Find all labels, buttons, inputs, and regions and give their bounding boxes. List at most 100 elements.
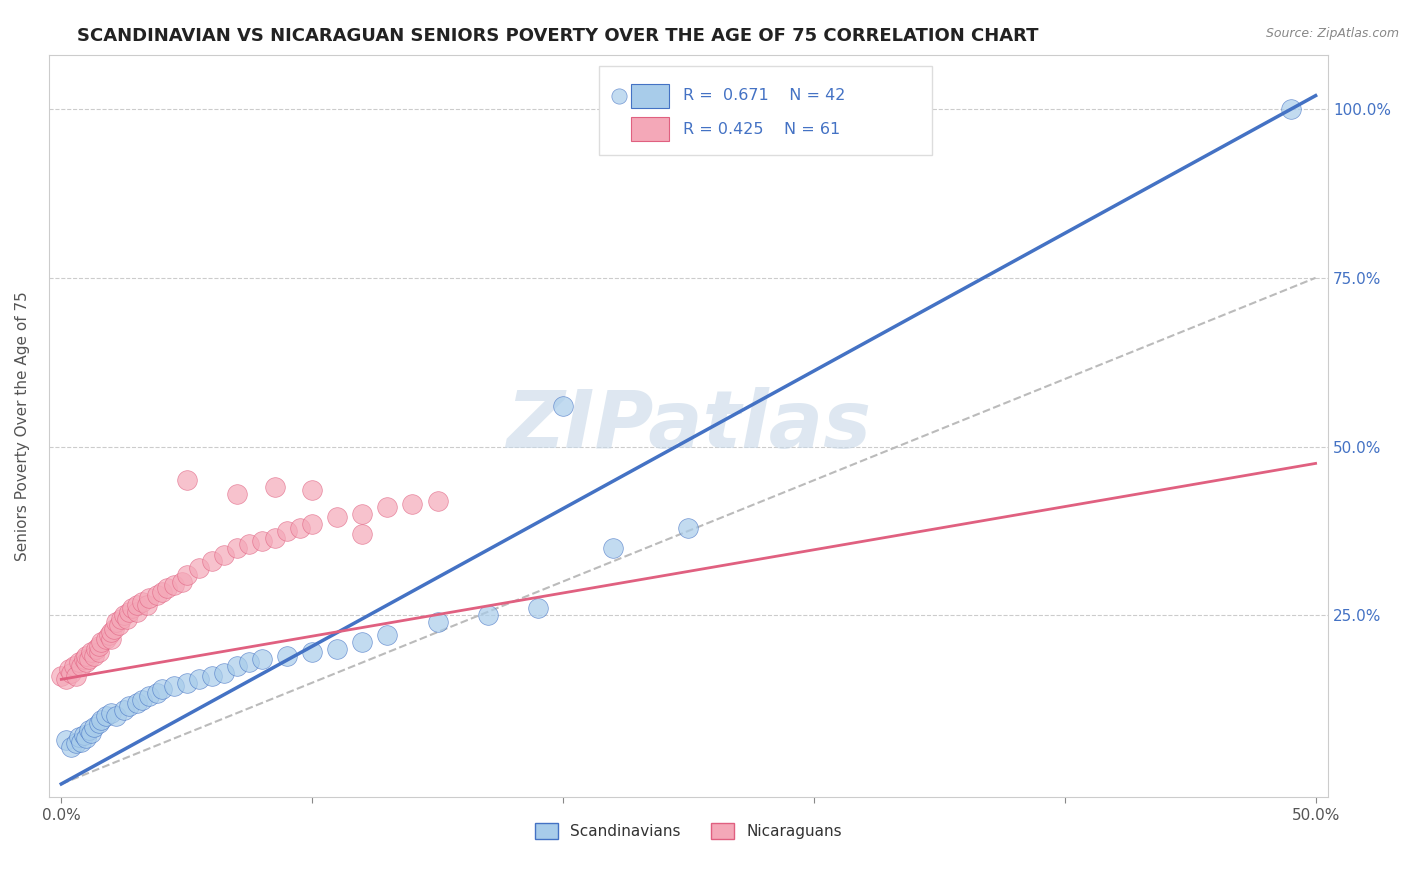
Point (83, 720, 105, 734)
Point (138, 690, 160, 704)
Point (112, 608, 135, 623)
Point (110, 612, 132, 626)
Point (214, 548, 236, 562)
Text: ZIPatlas: ZIPatlas (506, 387, 870, 466)
Point (225, 487, 247, 501)
Text: R =  0.671    N = 42: R = 0.671 N = 42 (683, 88, 845, 103)
Point (150, 682, 173, 697)
Point (115, 612, 138, 626)
Point (527, 601, 550, 615)
Point (145, 588, 167, 602)
Point (188, 673, 211, 687)
Text: SCANDINAVIAN VS NICARAGUAN SENIORS POVERTY OVER THE AGE OF 75 CORRELATION CHART: SCANDINAVIAN VS NICARAGUAN SENIORS POVER… (77, 27, 1039, 45)
Point (326, 510, 349, 524)
Point (100, 625, 122, 640)
Point (90, 713, 112, 727)
Point (288, 520, 311, 534)
Point (214, 665, 236, 680)
Point (75, 656, 97, 670)
Point (70, 658, 93, 673)
Point (131, 595, 153, 609)
Point (250, 534, 273, 549)
Point (55, 733, 77, 747)
Point (188, 561, 211, 575)
Point (678, 520, 700, 534)
Point (96, 632, 118, 646)
Point (63, 658, 86, 673)
Point (87, 716, 110, 731)
Point (276, 648, 298, 663)
Point (60, 665, 83, 680)
Point (67, 656, 90, 670)
Point (301, 517, 323, 532)
Point (156, 581, 179, 595)
Point (75, 731, 97, 745)
Point (100, 706, 122, 720)
Point (176, 675, 198, 690)
Point (176, 473, 198, 487)
Point (73, 728, 96, 742)
Point (276, 524, 298, 538)
Point (201, 669, 224, 683)
Point (103, 622, 125, 636)
Point (1279, 102, 1302, 116)
Point (77, 723, 100, 737)
Point (426, 493, 449, 508)
Point (250, 652, 273, 666)
Point (55, 673, 77, 687)
Point (70, 735, 93, 749)
Point (125, 598, 148, 612)
Point (77, 652, 100, 666)
Point (138, 591, 160, 606)
Point (73, 652, 96, 666)
Point (51, 669, 73, 683)
Point (263, 531, 285, 545)
Point (118, 605, 141, 619)
Point (176, 567, 198, 582)
Point (86, 642, 108, 657)
Point (352, 527, 374, 541)
Point (301, 483, 323, 498)
Point (125, 605, 148, 619)
Bar (631, 84, 669, 108)
Point (477, 608, 499, 623)
Point (97, 628, 120, 642)
Point (75, 648, 97, 663)
Point (135, 598, 157, 612)
Point (263, 480, 285, 494)
Point (225, 658, 247, 673)
Point (326, 642, 349, 657)
Point (201, 554, 224, 568)
Point (65, 736, 87, 750)
Point (108, 618, 131, 632)
Point (150, 584, 173, 599)
Point (105, 615, 128, 629)
Point (118, 699, 141, 714)
Point (65, 669, 87, 683)
Point (602, 541, 624, 555)
Bar (631, 118, 669, 141)
Point (100, 632, 122, 646)
Point (145, 686, 167, 700)
Point (105, 709, 128, 723)
Point (80, 726, 103, 740)
Point (377, 500, 399, 515)
Point (58, 662, 80, 676)
Point (238, 656, 260, 670)
Point (238, 537, 260, 551)
Point (352, 635, 374, 649)
Point (90, 635, 112, 649)
Point (96, 709, 118, 723)
Point (121, 601, 143, 615)
Point (426, 615, 449, 629)
Point (401, 497, 423, 511)
Point (170, 574, 193, 589)
Text: R = 0.425    N = 61: R = 0.425 N = 61 (683, 122, 841, 136)
Point (112, 703, 135, 717)
Point (67, 730, 90, 744)
Point (83, 648, 105, 663)
Point (377, 628, 399, 642)
Y-axis label: Seniors Poverty Over the Age of 75: Seniors Poverty Over the Age of 75 (15, 292, 30, 561)
Point (80, 645, 103, 659)
Point (131, 692, 153, 706)
